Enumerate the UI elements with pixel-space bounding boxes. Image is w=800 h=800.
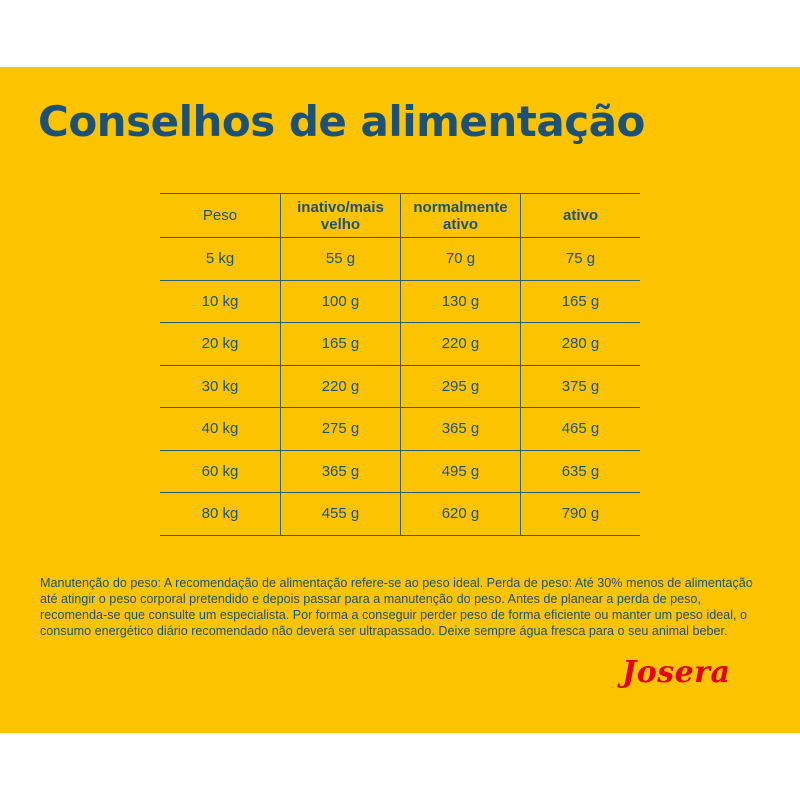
- table-row: 5 kg 55 g 70 g 75 g: [160, 238, 640, 281]
- table-cell: 20 kg: [201, 335, 239, 353]
- table-cell: 75 g: [520, 238, 640, 280]
- table-cell: 455 g: [280, 493, 400, 535]
- column-header: Peso: [202, 207, 238, 224]
- table-cell: 790 g: [520, 493, 640, 535]
- table-cell: 220 g: [280, 365, 400, 407]
- column-header: ativo: [520, 194, 640, 237]
- table-cell: 60 kg: [201, 462, 239, 480]
- table-cell: 130 g: [400, 280, 520, 322]
- header-row: Peso inativo/mais velho normalmente ativo a…: [160, 193, 640, 238]
- table-cell: 100 g: [280, 280, 400, 322]
- table-cell: 40 kg: [201, 420, 239, 438]
- table-row: 80 kg 455 g 620 g 790 g: [160, 493, 640, 536]
- table-cell: 10 kg: [201, 292, 239, 310]
- table-row: 20 kg 165 g 220 g 280 g: [160, 323, 640, 366]
- column-header: normalmente ativo: [400, 194, 520, 237]
- table-cell: 375 g: [520, 365, 640, 407]
- panel: Conselhos de alimentação Peso inativo/mai…: [0, 67, 800, 733]
- table-cell: 620 g: [400, 493, 520, 535]
- table-cell: 465 g: [520, 408, 640, 450]
- table-cell: 165 g: [520, 280, 640, 322]
- table-row: 30 kg 220 g 295 g 375 g: [160, 365, 640, 408]
- table-row: 10 kg 100 g 130 g 165 g: [160, 280, 640, 323]
- table-cell: 5 kg: [205, 250, 235, 268]
- table-cell: 295 g: [400, 365, 520, 407]
- table-cell: 30 kg: [201, 377, 239, 395]
- title: Conselhos de alimentação: [38, 97, 645, 146]
- table-cell: 275 g: [280, 408, 400, 450]
- brand-logo: Josera: [622, 655, 731, 690]
- table-cell: 635 g: [520, 450, 640, 492]
- table-cell: 495 g: [400, 450, 520, 492]
- table-row: 60 kg 365 g 495 g 635 g: [160, 450, 640, 493]
- table-cell: 365 g: [400, 408, 520, 450]
- table-cell: 365 g: [280, 450, 400, 492]
- table-cell: 55 g: [280, 238, 400, 280]
- column-header: inativo/mais velho: [280, 194, 400, 237]
- feeding-table: Peso inativo/mais velho normalmente ativo a…: [160, 193, 640, 536]
- table-cell: 80 kg: [201, 505, 239, 523]
- table-cell: 220 g: [400, 323, 520, 365]
- footnote: Manutenção do peso: A recomendação de al…: [40, 576, 753, 638]
- table-cell: 70 g: [400, 238, 520, 280]
- table-cell: 280 g: [520, 323, 640, 365]
- table-row: 40 kg 275 g 365 g 465 g: [160, 408, 640, 451]
- table-cell: 165 g: [280, 323, 400, 365]
